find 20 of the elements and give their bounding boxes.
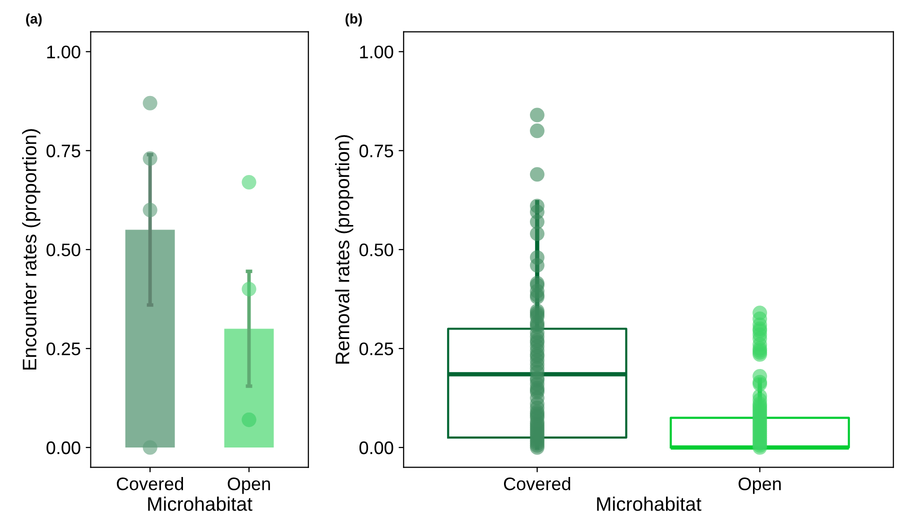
x-tick-label: Covered (116, 477, 184, 490)
y-tick-label: 1.00 (360, 46, 394, 58)
x-tick-label: Open (738, 477, 781, 494)
y-axis-title: Encounter rates (proportion) (22, 129, 40, 370)
x-tick-label: Covered (504, 477, 570, 490)
y-tick-label: 0.50 (359, 244, 394, 256)
y-tick-label: 0.25 (46, 342, 80, 356)
y-tick-label: 1.00 (47, 46, 80, 58)
chart-title: (a) (26, 13, 42, 26)
y-tick-label: 0.00 (46, 441, 80, 454)
y-tick-label: 0.75 (359, 144, 394, 158)
y-tick-label: 0.00 (359, 441, 394, 454)
y-tick-label: 0.25 (359, 342, 394, 356)
y-tick-label: 0.75 (46, 144, 80, 158)
x-tick-label: Open (228, 477, 270, 494)
y-tick-label: 0.50 (46, 244, 80, 256)
y-axis-title: Removal rates (proportion) (335, 135, 354, 364)
x-axis-title: Microhabitat (597, 496, 702, 511)
chart-title: (b) (346, 13, 362, 26)
x-axis-title: Microhabitat (148, 496, 252, 511)
